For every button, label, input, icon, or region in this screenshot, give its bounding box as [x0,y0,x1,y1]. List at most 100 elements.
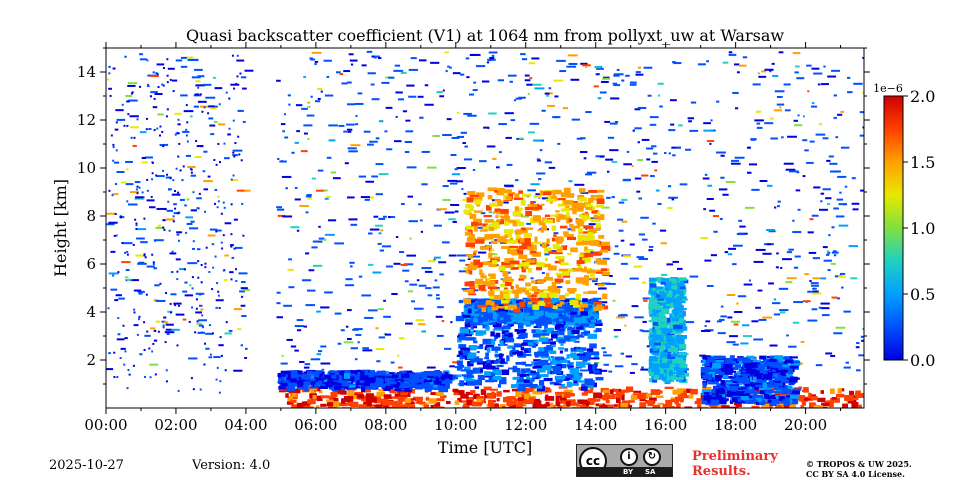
cirrus-fall-streaks-cell [514,292,519,299]
aerosol-layer-cell [506,355,510,362]
noise-cell [444,211,455,214]
early-noise-cell [127,113,130,116]
cirrus-fall-streaks-cell [472,197,483,201]
noise-cell [583,157,587,160]
aerosol-layer-top-cell [567,312,577,318]
noise-cell [328,139,336,142]
noise-cell [114,128,119,131]
noise-cell [786,277,797,280]
noise-cell [281,175,292,178]
noise-cell [163,316,167,319]
low-cloud-band-cell [655,395,664,398]
cirrus-fall-streaks-cell [593,301,602,305]
boundary-layer-cell [414,384,423,390]
noise-cell [589,217,600,220]
noise-cell [277,157,280,160]
noise-cell [634,108,641,111]
evening-layer-cell [715,359,725,363]
noise-cell [189,284,192,287]
evening-layer-cell [702,374,712,379]
evening-layer-cell [758,399,766,405]
noise-cell [199,304,203,307]
cloud-column-cell [665,335,671,342]
cloud-column-cell [653,376,658,380]
aerosol-layer-cell [524,339,533,343]
low-cloud-band-cell [320,403,327,407]
noise-cell [853,82,863,85]
boundary-layer-cell [427,375,432,379]
noise-cell [709,209,716,212]
low-cloud-band-cell [301,401,310,406]
noise-cell [862,56,864,59]
noise-cell [200,308,204,311]
cirrus-fall-streaks-cell [476,223,483,226]
noise-cell [197,100,207,103]
boundary-layer-cell [277,379,284,383]
cirrus-fall-streaks-cell [524,237,531,244]
noise-cell [497,79,505,82]
noise-cell [467,257,471,260]
early-noise-cell [162,84,165,87]
noise-cell [536,158,540,161]
aerosol-layer-cell [558,338,566,344]
cloud-column-cell [674,298,683,301]
boundary-layer-cell [349,384,356,388]
noise-cell [447,179,458,182]
noise-cell [807,231,814,234]
noise-cell [719,217,723,220]
low-cloud-band-cell [408,404,416,408]
low-cloud-band-cell [538,404,547,408]
noise-cell [154,284,160,287]
cirrus-fall-streaks-cell [517,263,521,269]
noise-cell [371,175,378,178]
cloud-column-cell [648,372,658,377]
cirrus-fall-streaks-cell [583,266,588,272]
evening-layer-cell [734,400,744,404]
aerosol-layer-cell [558,347,564,350]
aerosol-layer-cell [491,346,501,351]
noise-cell [283,113,286,116]
cirrus-fall-streaks-cell [533,195,542,199]
cirrus-fall-streaks-cell [579,256,585,263]
low-cloud-band-cell [766,386,777,391]
noise-cell [435,315,443,318]
cirrus-fall-streaks-cell [554,260,561,264]
noise-cell [386,265,393,268]
noise-cell [603,351,607,354]
cirrus-fall-streaks-cell [553,251,563,255]
noise-cell [579,137,586,140]
low-cloud-band-cell [307,399,316,405]
noise-cell [146,85,150,88]
low-cloud-band-cell [515,391,524,398]
cloud-column-cell [663,321,668,324]
evening-layer-cell [712,388,716,392]
noise-cell [730,320,741,323]
noise-cell [716,320,722,323]
aerosol-layer-cell [567,354,577,357]
cirrus-fall-streaks-cell [521,193,532,197]
aerosol-layer-cell [586,348,594,352]
low-cloud-band-cell [630,394,638,400]
aerosol-layer-cell [512,346,516,351]
noise-cell [382,215,387,218]
noise-cell [421,183,428,186]
low-cloud-band-cell [683,395,692,399]
noise-cell [769,117,774,120]
cirrus-fall-streaks-cell [555,272,563,276]
cirrus-fall-streaks-cell [512,221,522,227]
noise-cell [170,328,180,331]
noise-cell [756,122,761,125]
noise-cell [463,112,472,115]
noise-cell [276,208,285,211]
noise-cell [153,329,157,332]
evening-layer-cell [748,399,756,404]
noise-cell [303,366,310,369]
noise-cell [820,192,825,195]
aerosol-layer-cell [466,369,474,374]
noise-cell [596,67,604,70]
evening-layer-cell [707,357,716,363]
boundary-layer-cell [337,379,343,383]
noise-cell [752,83,761,86]
aerosol-layer-top-cell [538,317,547,322]
noise-cell [826,250,830,253]
